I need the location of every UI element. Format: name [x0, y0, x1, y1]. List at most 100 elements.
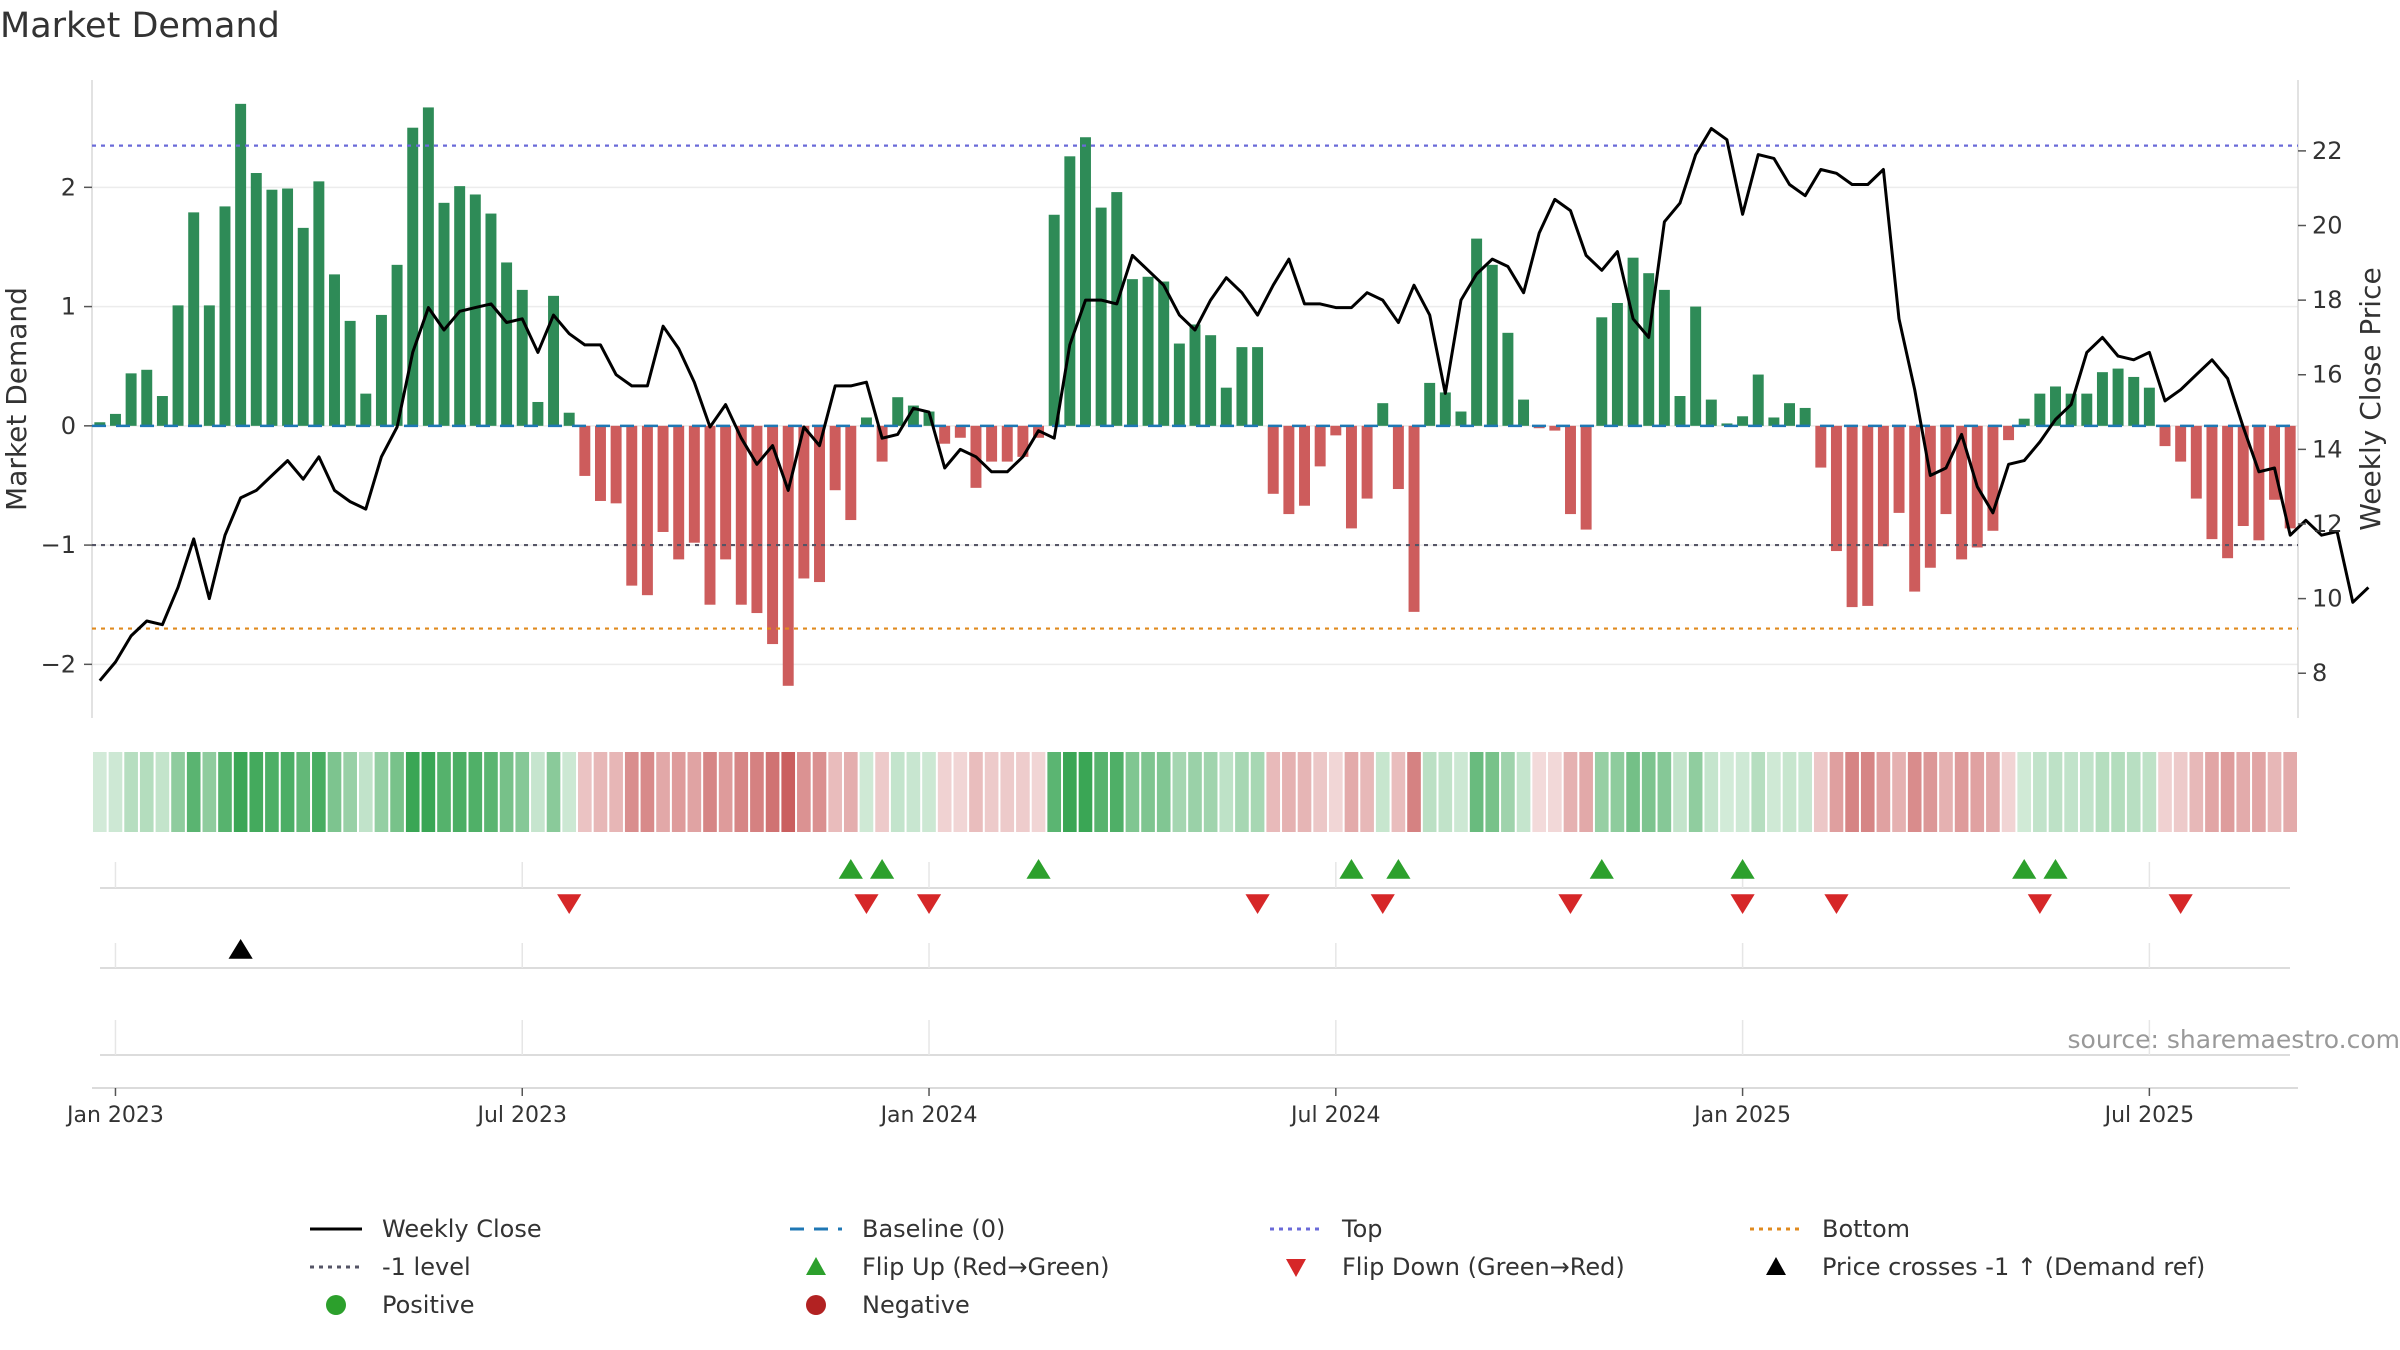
flip-down-marker: [557, 894, 582, 914]
demand-bar: [250, 173, 262, 426]
heat-strip-cell: [1313, 752, 1327, 832]
demand-bar: [563, 412, 575, 426]
demand-bar: [1095, 207, 1107, 426]
heat-strip-cell: [1047, 752, 1062, 832]
heat-strip-cell: [2283, 752, 2297, 832]
heat-strip-cell: [1219, 752, 1234, 832]
heat-strip-cell: [171, 752, 185, 832]
date-tick-label: Jul 2023: [475, 1103, 567, 1128]
heat-strip-cell: [859, 752, 874, 832]
heat-strip-cell: [1016, 752, 1030, 832]
heat-strip-cell: [2220, 752, 2235, 832]
demand-bar: [454, 186, 466, 426]
demand-bar: [1126, 279, 1138, 426]
legend-flip-up-label: Flip Up (Red→Green): [862, 1253, 1110, 1281]
demand-bar: [1815, 425, 1827, 468]
heat-strip-cell: [343, 752, 357, 832]
flip-up-marker: [2043, 859, 2068, 879]
demand-bar: [641, 425, 653, 596]
demand-bar: [2081, 393, 2093, 426]
heat-strip-cell: [108, 752, 123, 832]
demand-bar: [1752, 374, 1764, 426]
demand-bar: [829, 425, 841, 491]
heat-strip-cell: [1266, 752, 1281, 832]
demand-bar: [2284, 425, 2296, 529]
legend-bottom: Bottom: [1740, 1212, 2250, 1246]
heat-strip-cell: [2064, 752, 2078, 832]
demand-bar: [876, 425, 888, 462]
demand-bar: [2175, 425, 2187, 462]
flip-down-marker: [854, 894, 879, 914]
heat-strip-cell: [703, 752, 717, 832]
heat-strip-cell: [969, 752, 983, 832]
heat-strip-cell: [1579, 752, 1593, 832]
flip-up-marker: [1730, 859, 1755, 879]
heat-strip-cell: [1485, 752, 1500, 832]
demand-bar: [2159, 425, 2171, 447]
heat-strip-cell: [280, 752, 295, 832]
heat-strip-cell: [1391, 752, 1406, 832]
heat-strip-cell: [656, 752, 670, 832]
heat-strip-cell: [546, 752, 561, 832]
heat-strip-cell: [1063, 752, 1077, 832]
demand-bar: [782, 425, 794, 686]
demand-bar: [2269, 425, 2281, 500]
price-cross-marker: [228, 939, 253, 959]
demand-bar: [1830, 425, 1842, 552]
demand-bar: [1111, 192, 1123, 426]
legend-weekly-close: Weekly Close: [300, 1212, 780, 1246]
right-tick-label: 18: [2312, 286, 2343, 314]
demand-bar: [297, 227, 309, 426]
heat-strip-cell: [1532, 752, 1547, 832]
heat-strip-cell: [797, 752, 811, 832]
heat-strip-cell: [843, 752, 858, 832]
demand-bar: [1314, 425, 1326, 467]
heat-strip-cell: [1829, 752, 1844, 832]
flip-down-marker: [1370, 894, 1395, 914]
demand-bar: [1674, 396, 1686, 426]
flip-up-marker: [1589, 859, 1614, 879]
heat-strip-cell: [93, 752, 107, 832]
demand-bar: [673, 425, 685, 560]
heat-strip-cell: [1798, 752, 1812, 832]
legend-flip-up: Flip Up (Red→Green): [780, 1250, 1260, 1284]
demand-bar: [1502, 332, 1514, 426]
heat-strip-cell: [1188, 752, 1202, 832]
heat-strip-cell: [1751, 752, 1766, 832]
heat-strip-cell: [2017, 752, 2032, 832]
demand-bar: [814, 425, 825, 583]
heat-strip-cell: [1876, 752, 1891, 832]
legend-positive: Positive: [300, 1288, 780, 1322]
heat-strip-cell: [1892, 752, 1906, 832]
legend-negative: Negative: [780, 1288, 1260, 1322]
heat-strip-cell: [1923, 752, 1938, 832]
heat-strip-cell: [1563, 752, 1578, 832]
demand-bar: [1048, 214, 1060, 426]
demand-bar: [1658, 289, 1670, 426]
legend-negative-label: Negative: [862, 1291, 970, 1319]
chart-title: Market Demand: [0, 6, 280, 46]
heat-strip-cell: [484, 752, 498, 832]
heat-strip-cell: [1172, 752, 1187, 832]
demand-bar: [1017, 425, 1029, 457]
heat-strip-cell: [1235, 752, 1249, 832]
heat-strip-cell: [2267, 752, 2282, 832]
demand-bar: [1205, 335, 1217, 426]
heat-strip-cell: [1735, 752, 1750, 832]
demand-bar: [751, 425, 763, 614]
heat-strip-cell: [1939, 752, 1953, 832]
demand-bar: [986, 425, 998, 462]
heat-strip-cell: [249, 752, 264, 832]
legend: Weekly Close Baseline (0) Top Bottom -1 …: [300, 1212, 2250, 1322]
demand-bar: [1987, 425, 1999, 531]
heat-strip-cell: [1673, 752, 1687, 832]
demand-bar: [2190, 425, 2202, 499]
heat-strip-cell: [405, 752, 420, 832]
heat-strip-cell: [1454, 752, 1468, 832]
heat-strip-cell: [1250, 752, 1265, 832]
demand-bar: [1236, 347, 1248, 426]
heat-strip-cell: [1469, 752, 1484, 832]
demand-bar: [1565, 425, 1576, 515]
demand-bar: [235, 103, 247, 426]
heat-strip-cell: [1704, 752, 1719, 832]
